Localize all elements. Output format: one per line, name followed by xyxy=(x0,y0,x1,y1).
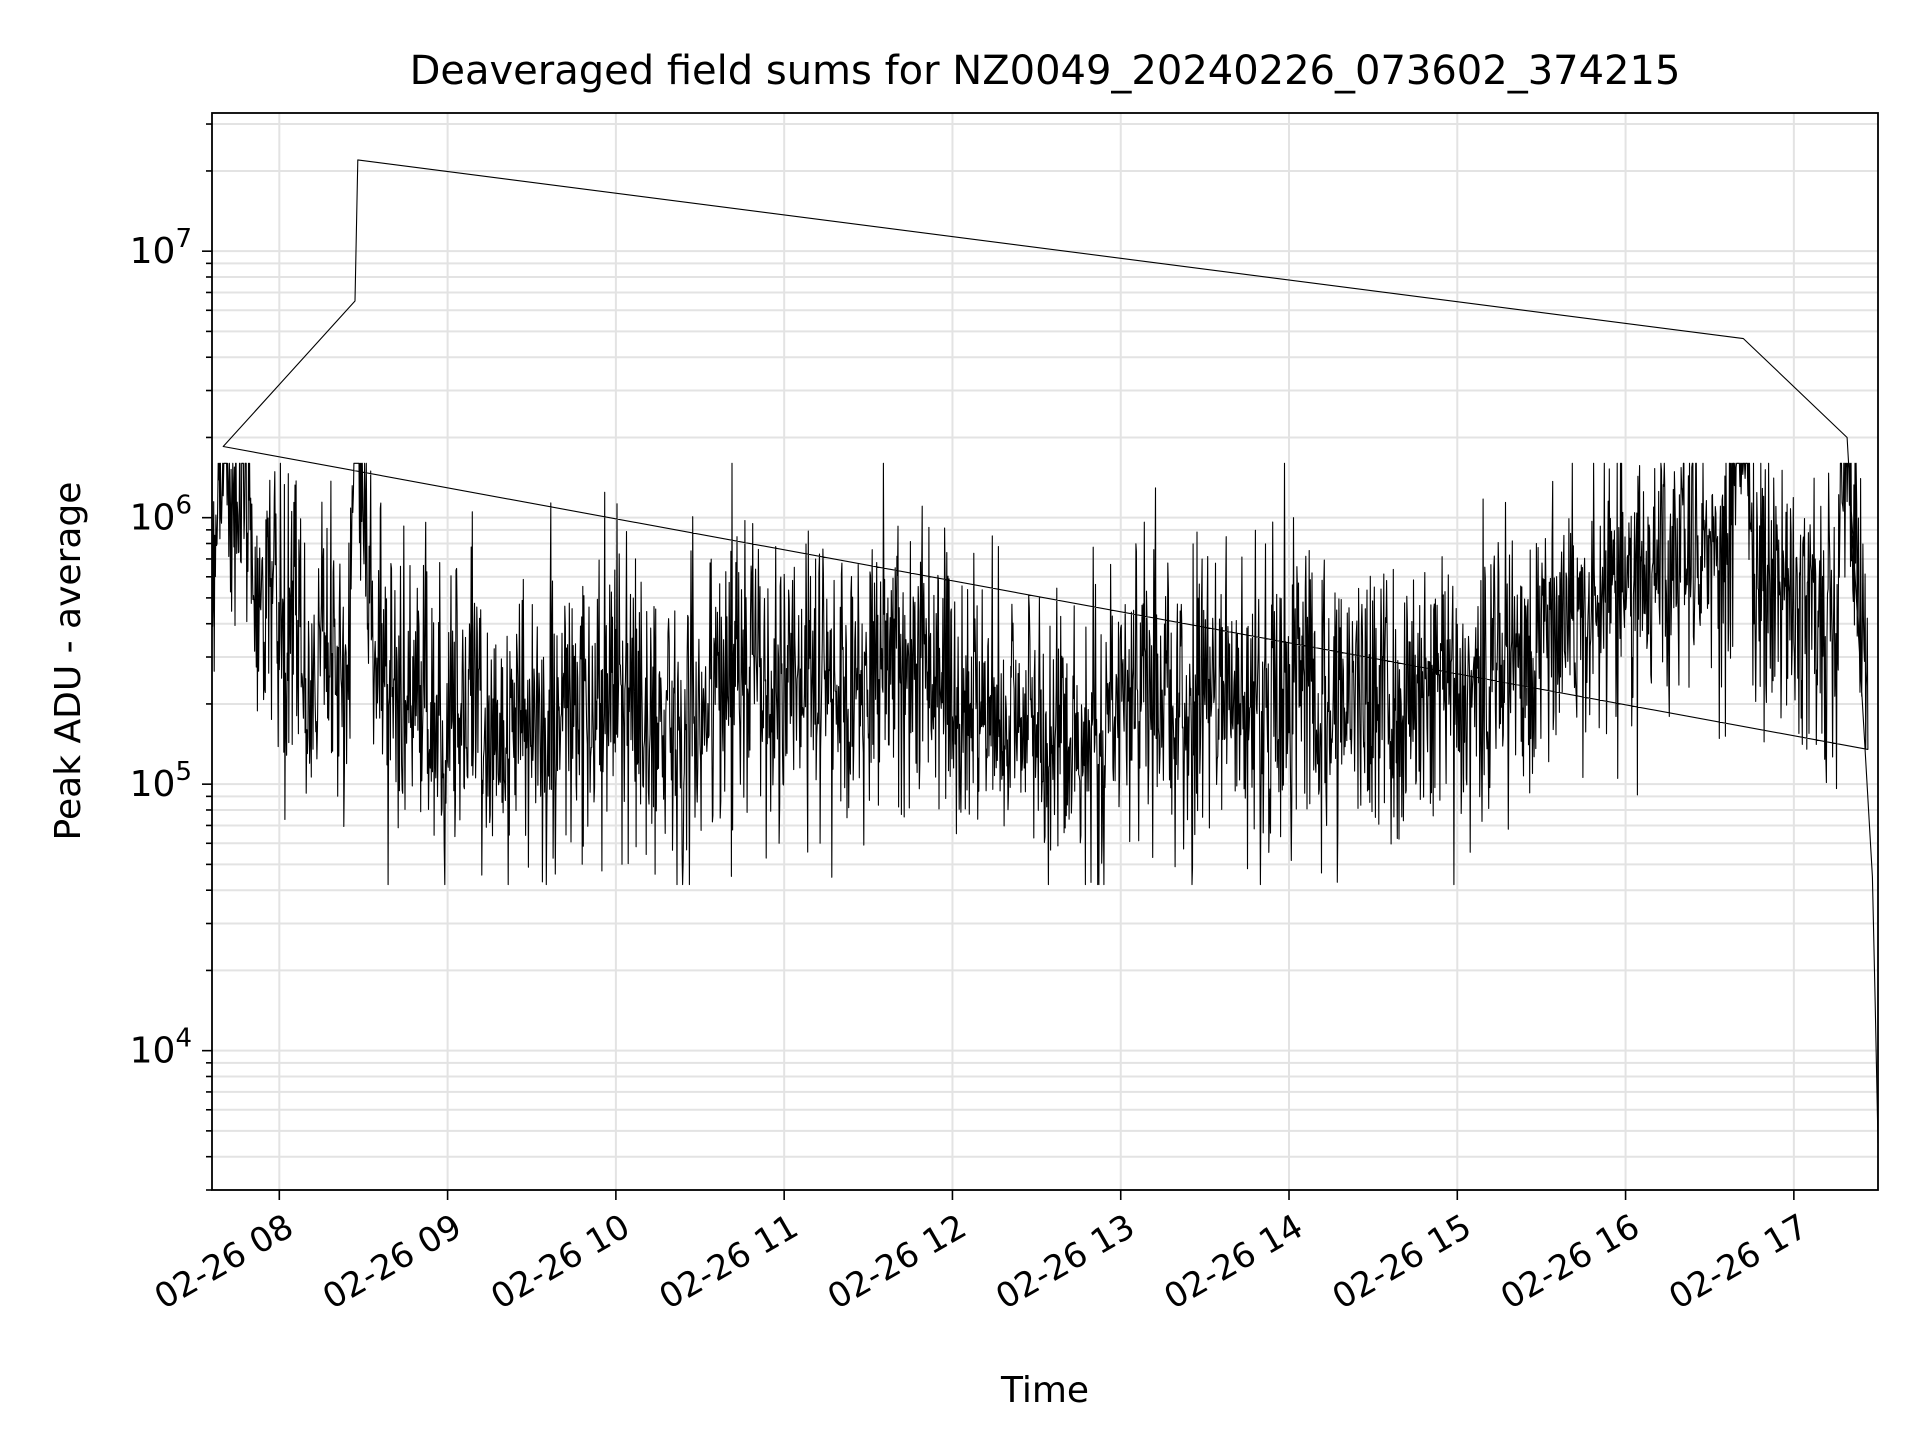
plot-frame xyxy=(211,112,1879,1191)
series-line xyxy=(211,159,1879,1144)
y-tick-label: 104 xyxy=(130,1024,192,1072)
y-tick-base: 10 xyxy=(130,1031,176,1072)
y-tick-label: 106 xyxy=(130,491,192,539)
y-tick-base: 10 xyxy=(130,498,176,539)
y-tick-exponent: 7 xyxy=(175,224,192,254)
series-layer xyxy=(211,159,1879,1144)
y-tick-base: 10 xyxy=(130,231,176,272)
y-axis-label: Peak ADU - average xyxy=(48,482,89,841)
x-axis-label: Time xyxy=(1000,1370,1089,1411)
y-tick-label: 107 xyxy=(130,224,192,272)
chart-title: Deaveraged field sums for NZ0049_2024022… xyxy=(410,48,1681,94)
y-tick-base: 10 xyxy=(130,764,176,805)
y-tick-exponent: 4 xyxy=(175,1024,192,1054)
y-tick-exponent: 6 xyxy=(175,491,192,521)
y-tick-exponent: 5 xyxy=(175,757,192,787)
axis-ticks xyxy=(202,123,1795,1200)
y-tick-label: 105 xyxy=(130,757,192,805)
